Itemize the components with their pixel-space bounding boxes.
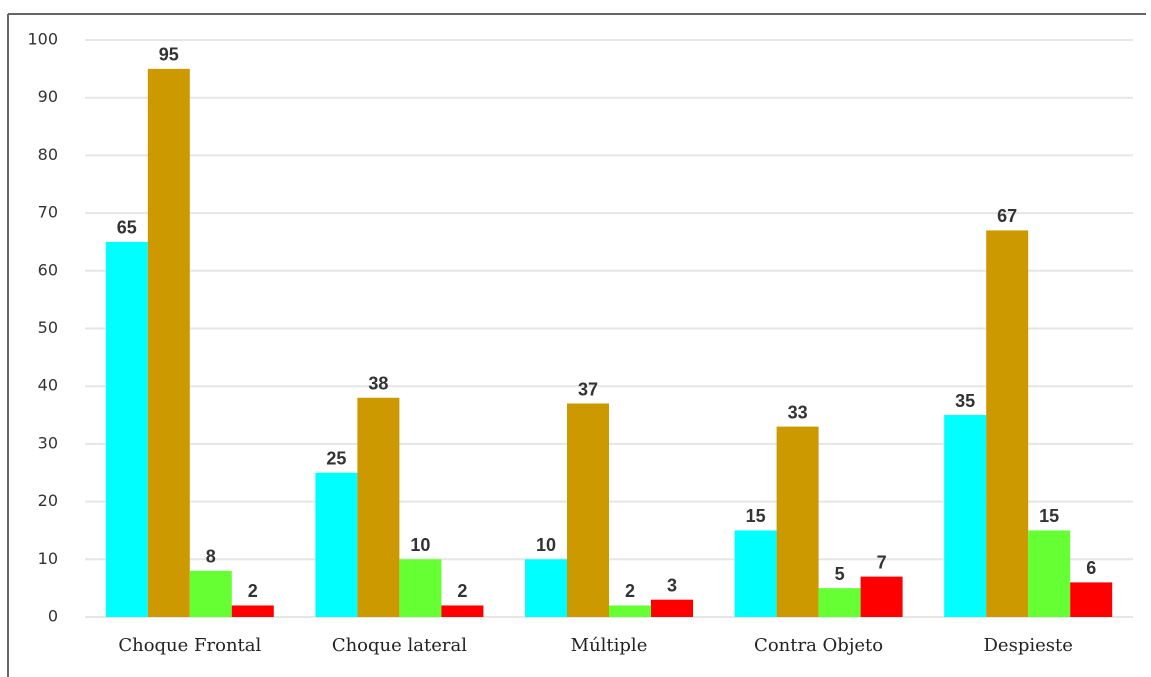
data-label: 38 bbox=[368, 373, 388, 393]
x-tick-label: Múltiple bbox=[571, 635, 648, 656]
data-label: 2 bbox=[248, 581, 258, 601]
y-tick-label: 20 bbox=[38, 491, 58, 510]
x-tick-label: Despieste bbox=[984, 635, 1073, 656]
x-tick-label: Choque Frontal bbox=[118, 635, 261, 656]
data-label: 10 bbox=[536, 535, 556, 555]
bar bbox=[986, 230, 1029, 617]
bar bbox=[105, 241, 148, 617]
bar bbox=[944, 415, 987, 617]
bar bbox=[357, 397, 400, 617]
data-label: 67 bbox=[997, 206, 1017, 226]
bar bbox=[818, 588, 861, 617]
bar bbox=[1028, 530, 1071, 617]
y-tick-label: 80 bbox=[38, 145, 58, 164]
data-label: 37 bbox=[578, 379, 598, 399]
bar bbox=[147, 68, 190, 618]
data-label: 5 bbox=[835, 564, 845, 584]
data-label: 6 bbox=[1086, 558, 1096, 578]
y-tick-label: 100 bbox=[27, 30, 58, 49]
y-tick-label: 70 bbox=[38, 203, 58, 222]
y-tick-label: 90 bbox=[38, 87, 58, 106]
bar bbox=[609, 605, 651, 617]
bar bbox=[315, 472, 358, 617]
data-label: 15 bbox=[746, 506, 766, 526]
bar bbox=[860, 576, 903, 617]
bar bbox=[1070, 582, 1113, 617]
y-tick-label: 10 bbox=[38, 549, 58, 568]
x-tick-label: Choque lateral bbox=[332, 635, 467, 656]
bar bbox=[776, 426, 819, 617]
data-label: 35 bbox=[955, 391, 975, 411]
bar bbox=[525, 559, 567, 617]
bar bbox=[734, 530, 777, 617]
y-tick-label: 60 bbox=[38, 260, 58, 279]
data-label: 10 bbox=[410, 535, 430, 555]
data-label: 25 bbox=[326, 449, 346, 469]
data-label: 65 bbox=[117, 218, 137, 238]
data-label: 8 bbox=[206, 547, 216, 567]
bar bbox=[189, 570, 232, 617]
data-label: 2 bbox=[457, 581, 467, 601]
data-label: 33 bbox=[788, 402, 808, 422]
bar bbox=[441, 605, 484, 617]
data-label: 2 bbox=[625, 581, 635, 601]
x-tick-label: Contra Objeto bbox=[754, 635, 883, 656]
y-tick-label: 40 bbox=[38, 376, 58, 395]
bar bbox=[651, 599, 693, 617]
bar bbox=[399, 559, 442, 617]
data-label: 15 bbox=[1039, 506, 1059, 526]
bar bbox=[567, 403, 609, 617]
data-label: 7 bbox=[877, 552, 887, 572]
y-tick-label: 30 bbox=[38, 433, 58, 452]
bar bbox=[231, 605, 274, 617]
y-tick-label: 0 bbox=[48, 607, 58, 626]
data-label: 3 bbox=[667, 575, 677, 595]
data-label: 95 bbox=[159, 45, 179, 65]
y-tick-label: 50 bbox=[38, 318, 58, 337]
